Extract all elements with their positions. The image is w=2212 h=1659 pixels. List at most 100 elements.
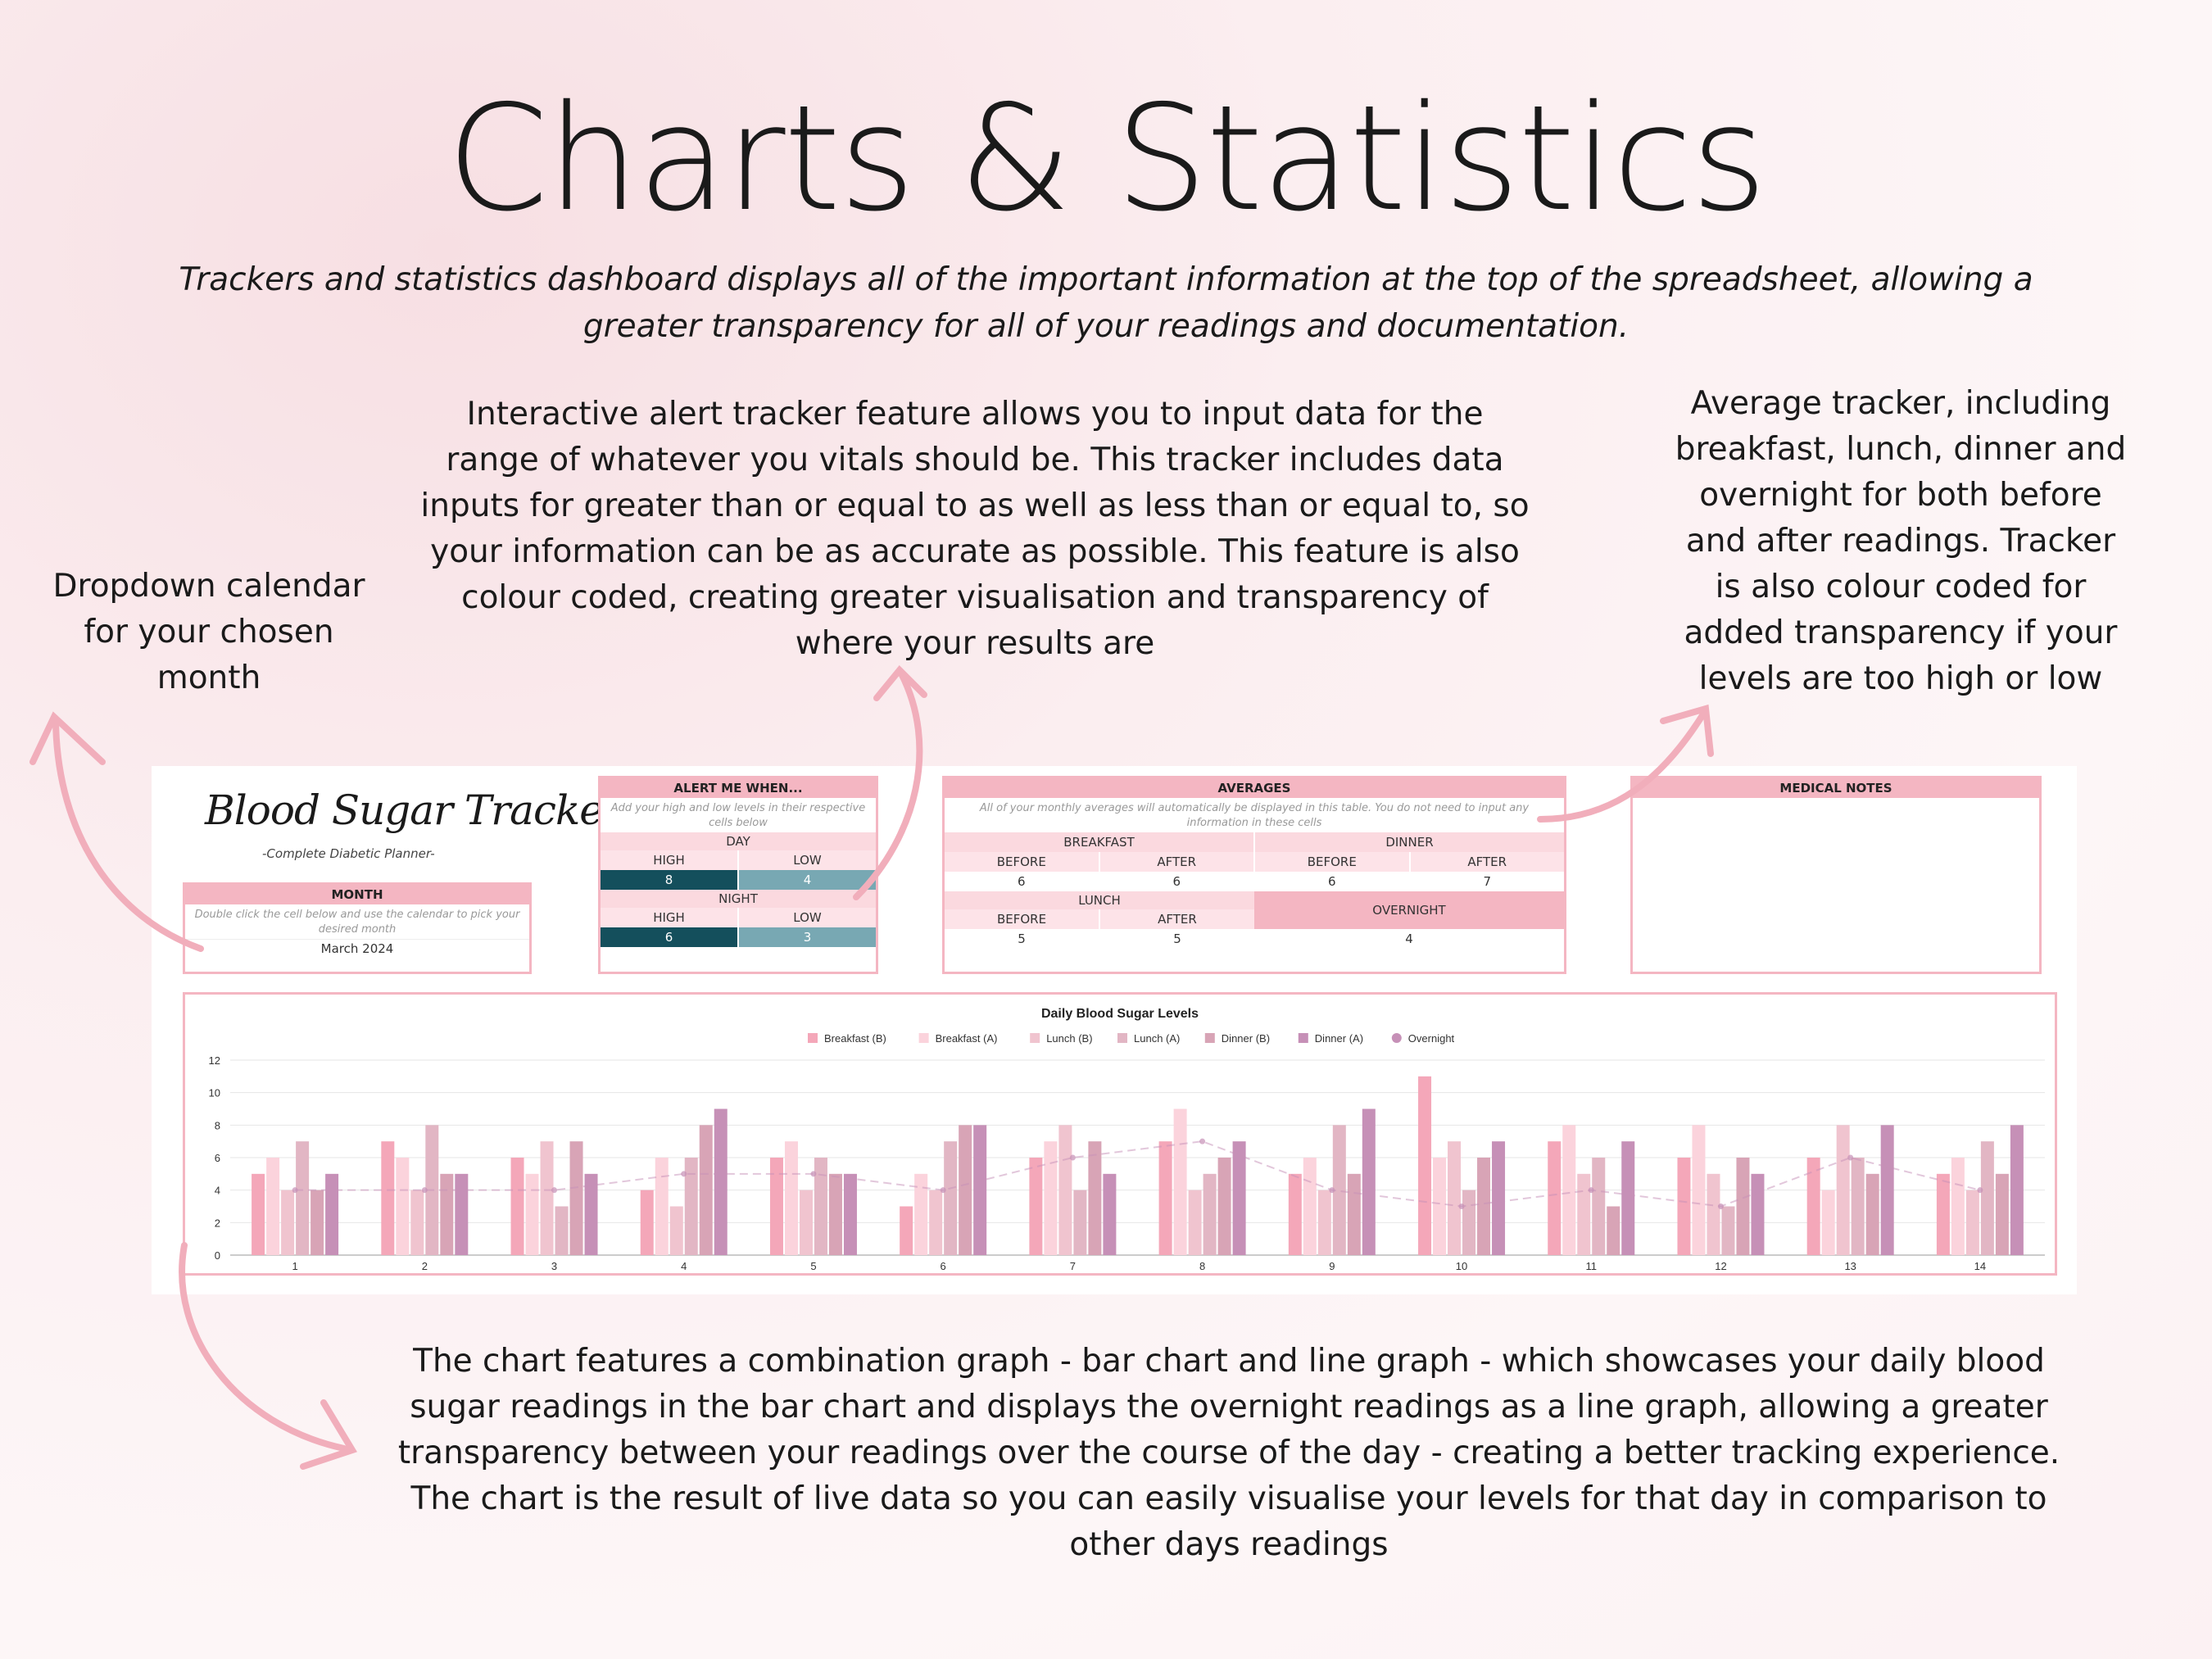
- night-low-input[interactable]: 3: [739, 927, 876, 947]
- annotation-line: levels are too high or low: [1698, 660, 2103, 697]
- dinner-before-value: 6: [1255, 872, 1411, 891]
- day-label: DAY: [601, 832, 876, 850]
- bar: [1232, 1141, 1246, 1255]
- night-low-label: LOW: [739, 908, 876, 927]
- arrow-head: [29, 711, 106, 765]
- dinner-before-label: BEFORE: [1255, 852, 1411, 872]
- chart-title: Daily Blood Sugar Levels: [1041, 1007, 1199, 1021]
- x-tick-label: 4: [681, 1260, 687, 1272]
- bar: [640, 1190, 654, 1255]
- night-high-label: HIGH: [601, 908, 739, 927]
- y-tick-label: 2: [215, 1217, 220, 1229]
- bar: [1477, 1158, 1491, 1255]
- bar: [1707, 1173, 1720, 1255]
- bar: [914, 1173, 928, 1255]
- average-annotation: Average tracker, including breakfast, lu…: [1643, 381, 2159, 702]
- bar: [281, 1190, 295, 1255]
- overnight-point: [292, 1187, 298, 1194]
- overnight-point: [1847, 1154, 1854, 1161]
- logo-subtitle: -Complete Diabetic Planner-: [262, 846, 435, 861]
- day-high-input[interactable]: 8: [601, 870, 739, 890]
- overnight-point: [1977, 1187, 1983, 1194]
- lunch-before-value: 5: [945, 929, 1100, 949]
- bar: [714, 1108, 728, 1255]
- spreadsheet-preview: Blood Sugar Tracker -Complete Diabetic P…: [152, 766, 2077, 1294]
- bar: [540, 1141, 554, 1255]
- x-tick-label: 12: [1715, 1260, 1726, 1272]
- arrow-to-averages: [1537, 709, 1707, 823]
- bar: [1173, 1108, 1187, 1255]
- bar: [1188, 1190, 1202, 1255]
- bar: [1303, 1158, 1317, 1255]
- legend-swatch: [1117, 1033, 1127, 1043]
- bar: [1418, 1076, 1432, 1255]
- averages-hint: All of your monthly averages will automa…: [979, 802, 1530, 829]
- annotation-line: inputs for greater than or equal to as w…: [420, 487, 1530, 524]
- night-high-input[interactable]: 6: [601, 927, 739, 947]
- legend-marker: [1391, 1033, 1402, 1043]
- overnight-label: OVERNIGHT: [1254, 891, 1564, 929]
- bar: [1103, 1173, 1117, 1255]
- overnight-point: [681, 1171, 687, 1177]
- y-tick-label: 10: [209, 1087, 220, 1099]
- bar: [1592, 1158, 1606, 1255]
- overnight-point: [1069, 1154, 1076, 1161]
- bar: [1965, 1190, 1979, 1255]
- y-tick-label: 4: [215, 1185, 220, 1197]
- x-tick-label: 9: [1329, 1260, 1335, 1272]
- bar: [310, 1190, 324, 1255]
- x-tick-label: 8: [1199, 1260, 1205, 1272]
- dinner-after-value: 7: [1410, 872, 1564, 891]
- bar: [684, 1158, 698, 1255]
- averages-box: AVERAGES All of your monthly averages wi…: [942, 776, 1566, 974]
- bar: [1836, 1125, 1850, 1255]
- annotation-line: range of whatever you vitals should be. …: [446, 442, 1504, 478]
- bar: [1448, 1141, 1462, 1255]
- annotation-line: and after readings. Tracker: [1685, 523, 2116, 560]
- bar: [1751, 1173, 1765, 1255]
- lunch-after-value: 5: [1100, 929, 1254, 949]
- bar: [814, 1158, 827, 1255]
- x-tick-label: 14: [1974, 1260, 1986, 1272]
- annotation-line: your information can be as accurate as p…: [430, 533, 1520, 570]
- arrow-head: [300, 1399, 358, 1470]
- day-low-input[interactable]: 4: [739, 870, 876, 890]
- bar: [944, 1141, 958, 1255]
- bar: [1721, 1206, 1735, 1255]
- medical-notes-header: MEDICAL NOTES: [1633, 778, 2039, 798]
- bar: [1677, 1158, 1691, 1255]
- logo: Blood Sugar Tracker: [205, 786, 623, 834]
- dinner-label: DINNER: [1255, 832, 1564, 852]
- bar: [669, 1206, 683, 1255]
- month-hint: Double click the cell below and use the …: [194, 909, 520, 936]
- bar: [1951, 1158, 1965, 1255]
- x-tick-label: 5: [810, 1260, 816, 1272]
- y-tick-label: 6: [215, 1152, 220, 1164]
- bar: [252, 1173, 265, 1255]
- bar: [381, 1141, 395, 1255]
- annotation-line: is also colour coded for: [1715, 569, 2087, 605]
- alert-header: ALERT ME WHEN...: [601, 778, 876, 798]
- breakfast-after-label: AFTER: [1099, 852, 1255, 872]
- bar: [584, 1173, 598, 1255]
- legend-label: Breakfast (A): [936, 1032, 998, 1045]
- annotation-line: transparency between your readings over …: [397, 1435, 2060, 1471]
- annotation-line: colour coded, creating greater visualisa…: [461, 579, 1489, 616]
- averages-header: AVERAGES: [945, 778, 1564, 798]
- month-dropdown[interactable]: March 2024: [185, 939, 529, 958]
- legend-label: Lunch (A): [1134, 1032, 1180, 1045]
- bar: [1548, 1141, 1562, 1255]
- bar: [525, 1173, 539, 1255]
- legend-label: Dinner (A): [1315, 1032, 1363, 1045]
- bar: [1806, 1158, 1820, 1255]
- x-tick-label: 3: [551, 1260, 557, 1272]
- overnight-point: [1588, 1187, 1594, 1194]
- overnight-point: [1329, 1187, 1335, 1194]
- bar: [2010, 1125, 2024, 1255]
- bar: [1562, 1125, 1576, 1255]
- arrow-to-month: [52, 718, 204, 952]
- annotation-line: The chart is the result of live data so …: [410, 1480, 2047, 1517]
- overnight-point: [1199, 1138, 1206, 1145]
- annotation-line: other days readings: [1069, 1526, 1389, 1563]
